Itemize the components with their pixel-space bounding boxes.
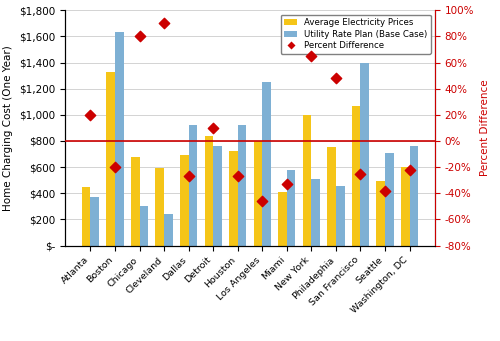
Bar	[213, 146, 222, 246]
Bar	[336, 186, 344, 246]
Bar	[360, 63, 369, 246]
Bar	[401, 167, 409, 246]
Bar	[115, 32, 124, 246]
Bar	[140, 206, 148, 246]
Bar	[278, 192, 287, 246]
Percent Difference	[184, 174, 192, 179]
Y-axis label: Percent Difference: Percent Difference	[480, 79, 490, 176]
Bar	[312, 179, 320, 246]
Percent Difference	[406, 167, 413, 173]
Bar	[410, 146, 418, 246]
Bar	[82, 187, 90, 246]
Percent Difference	[283, 181, 291, 187]
Percent Difference	[258, 198, 266, 204]
Percent Difference	[86, 112, 94, 118]
Percent Difference	[111, 164, 119, 170]
Bar	[131, 157, 140, 246]
Bar	[238, 125, 246, 246]
Bar	[328, 147, 336, 246]
Bar	[156, 168, 164, 246]
Percent Difference	[332, 75, 340, 81]
Bar	[254, 141, 262, 246]
Percent Difference	[160, 20, 168, 26]
Percent Difference	[356, 171, 364, 176]
Y-axis label: Home Charging Cost (One Year): Home Charging Cost (One Year)	[4, 45, 14, 211]
Percent Difference	[209, 125, 217, 131]
Bar	[164, 214, 172, 246]
Bar	[204, 136, 213, 246]
Bar	[376, 181, 385, 246]
Bar	[287, 170, 296, 246]
Bar	[106, 72, 115, 246]
Percent Difference	[234, 174, 241, 179]
Legend: Average Electricity Prices, Utility Rate Plan (Base Case), Percent Difference: Average Electricity Prices, Utility Rate…	[281, 15, 430, 54]
Bar	[385, 153, 394, 246]
Bar	[352, 106, 360, 246]
Percent Difference	[308, 53, 316, 59]
Bar	[303, 115, 312, 246]
Bar	[90, 197, 99, 246]
Percent Difference	[136, 34, 143, 39]
Percent Difference	[381, 188, 389, 193]
Bar	[262, 82, 271, 246]
Bar	[229, 151, 237, 246]
Bar	[188, 125, 197, 246]
Bar	[180, 155, 188, 246]
